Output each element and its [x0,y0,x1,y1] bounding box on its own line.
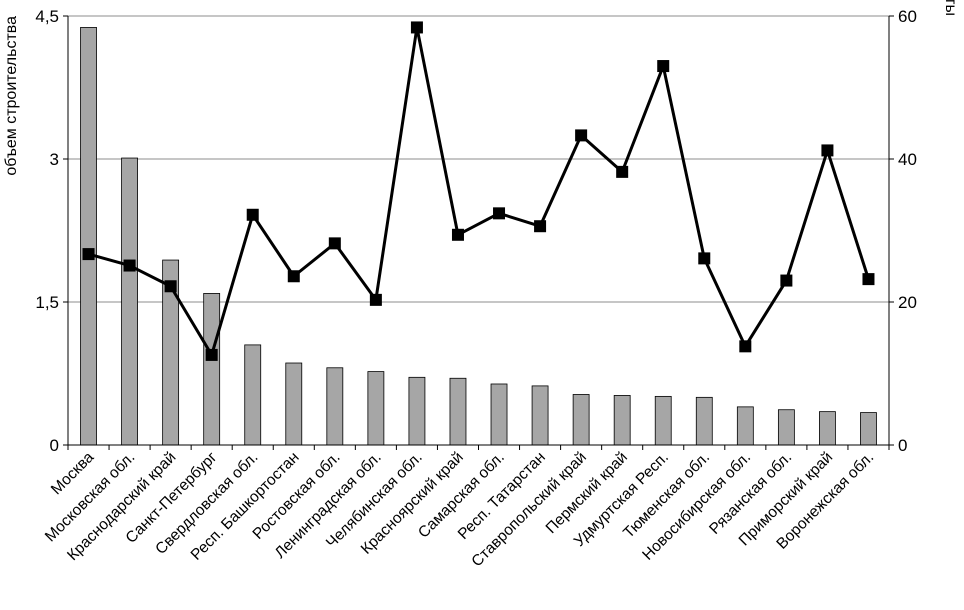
bar [736,406,754,446]
line-marker [575,129,588,142]
bar [777,409,795,446]
left-tick-label: 3 [50,150,59,169]
axes [63,15,894,450]
line-marker [657,60,670,73]
bar [121,157,138,446]
bar [244,344,262,446]
bar-series [80,27,877,446]
left-tick-label: 1,5 [35,293,59,312]
line-marker [123,259,136,272]
bar [695,396,713,446]
line-marker [821,144,834,157]
line-marker [780,274,793,287]
bar [860,412,877,446]
line-marker [328,237,341,250]
line-marker [82,248,95,261]
bar [326,367,344,446]
bar [613,395,631,446]
line-series [82,21,875,361]
line-marker [410,21,423,34]
percent-line [88,25,870,357]
bar [449,377,467,446]
line-marker [451,228,464,241]
line-marker [616,165,629,178]
gridlines [68,15,889,303]
line-marker [534,220,547,233]
right-tick-label: 40 [898,150,917,169]
bar [819,411,836,446]
right-axis-title: проценты [942,0,959,16]
bar [654,395,672,446]
bar [408,376,426,446]
line-marker [246,208,259,221]
right-tick-label: 0 [898,436,907,455]
bar [80,27,97,446]
left-tick-label: 4,5 [35,7,59,26]
left-tick-label: 0 [50,436,59,455]
bar [285,362,303,446]
left-axis-ticks: 0 1,5 3 4,5 [35,7,59,455]
bar [203,293,221,446]
line-marker [205,348,218,361]
line-marker [862,273,875,286]
line-marker [287,270,300,283]
line-marker [698,252,711,265]
right-tick-label: 20 [898,293,917,312]
right-axis-ticks: 0 20 40 60 [898,7,917,455]
bar [490,383,508,446]
bar [367,371,385,446]
line-marker [369,293,382,306]
right-tick-label: 60 [898,7,917,26]
bar [572,394,590,446]
bar [531,385,549,446]
line-marker [739,340,752,353]
line-marker [493,207,506,220]
line-marker [164,280,177,293]
left-axis-title: объем строительства [3,16,20,176]
